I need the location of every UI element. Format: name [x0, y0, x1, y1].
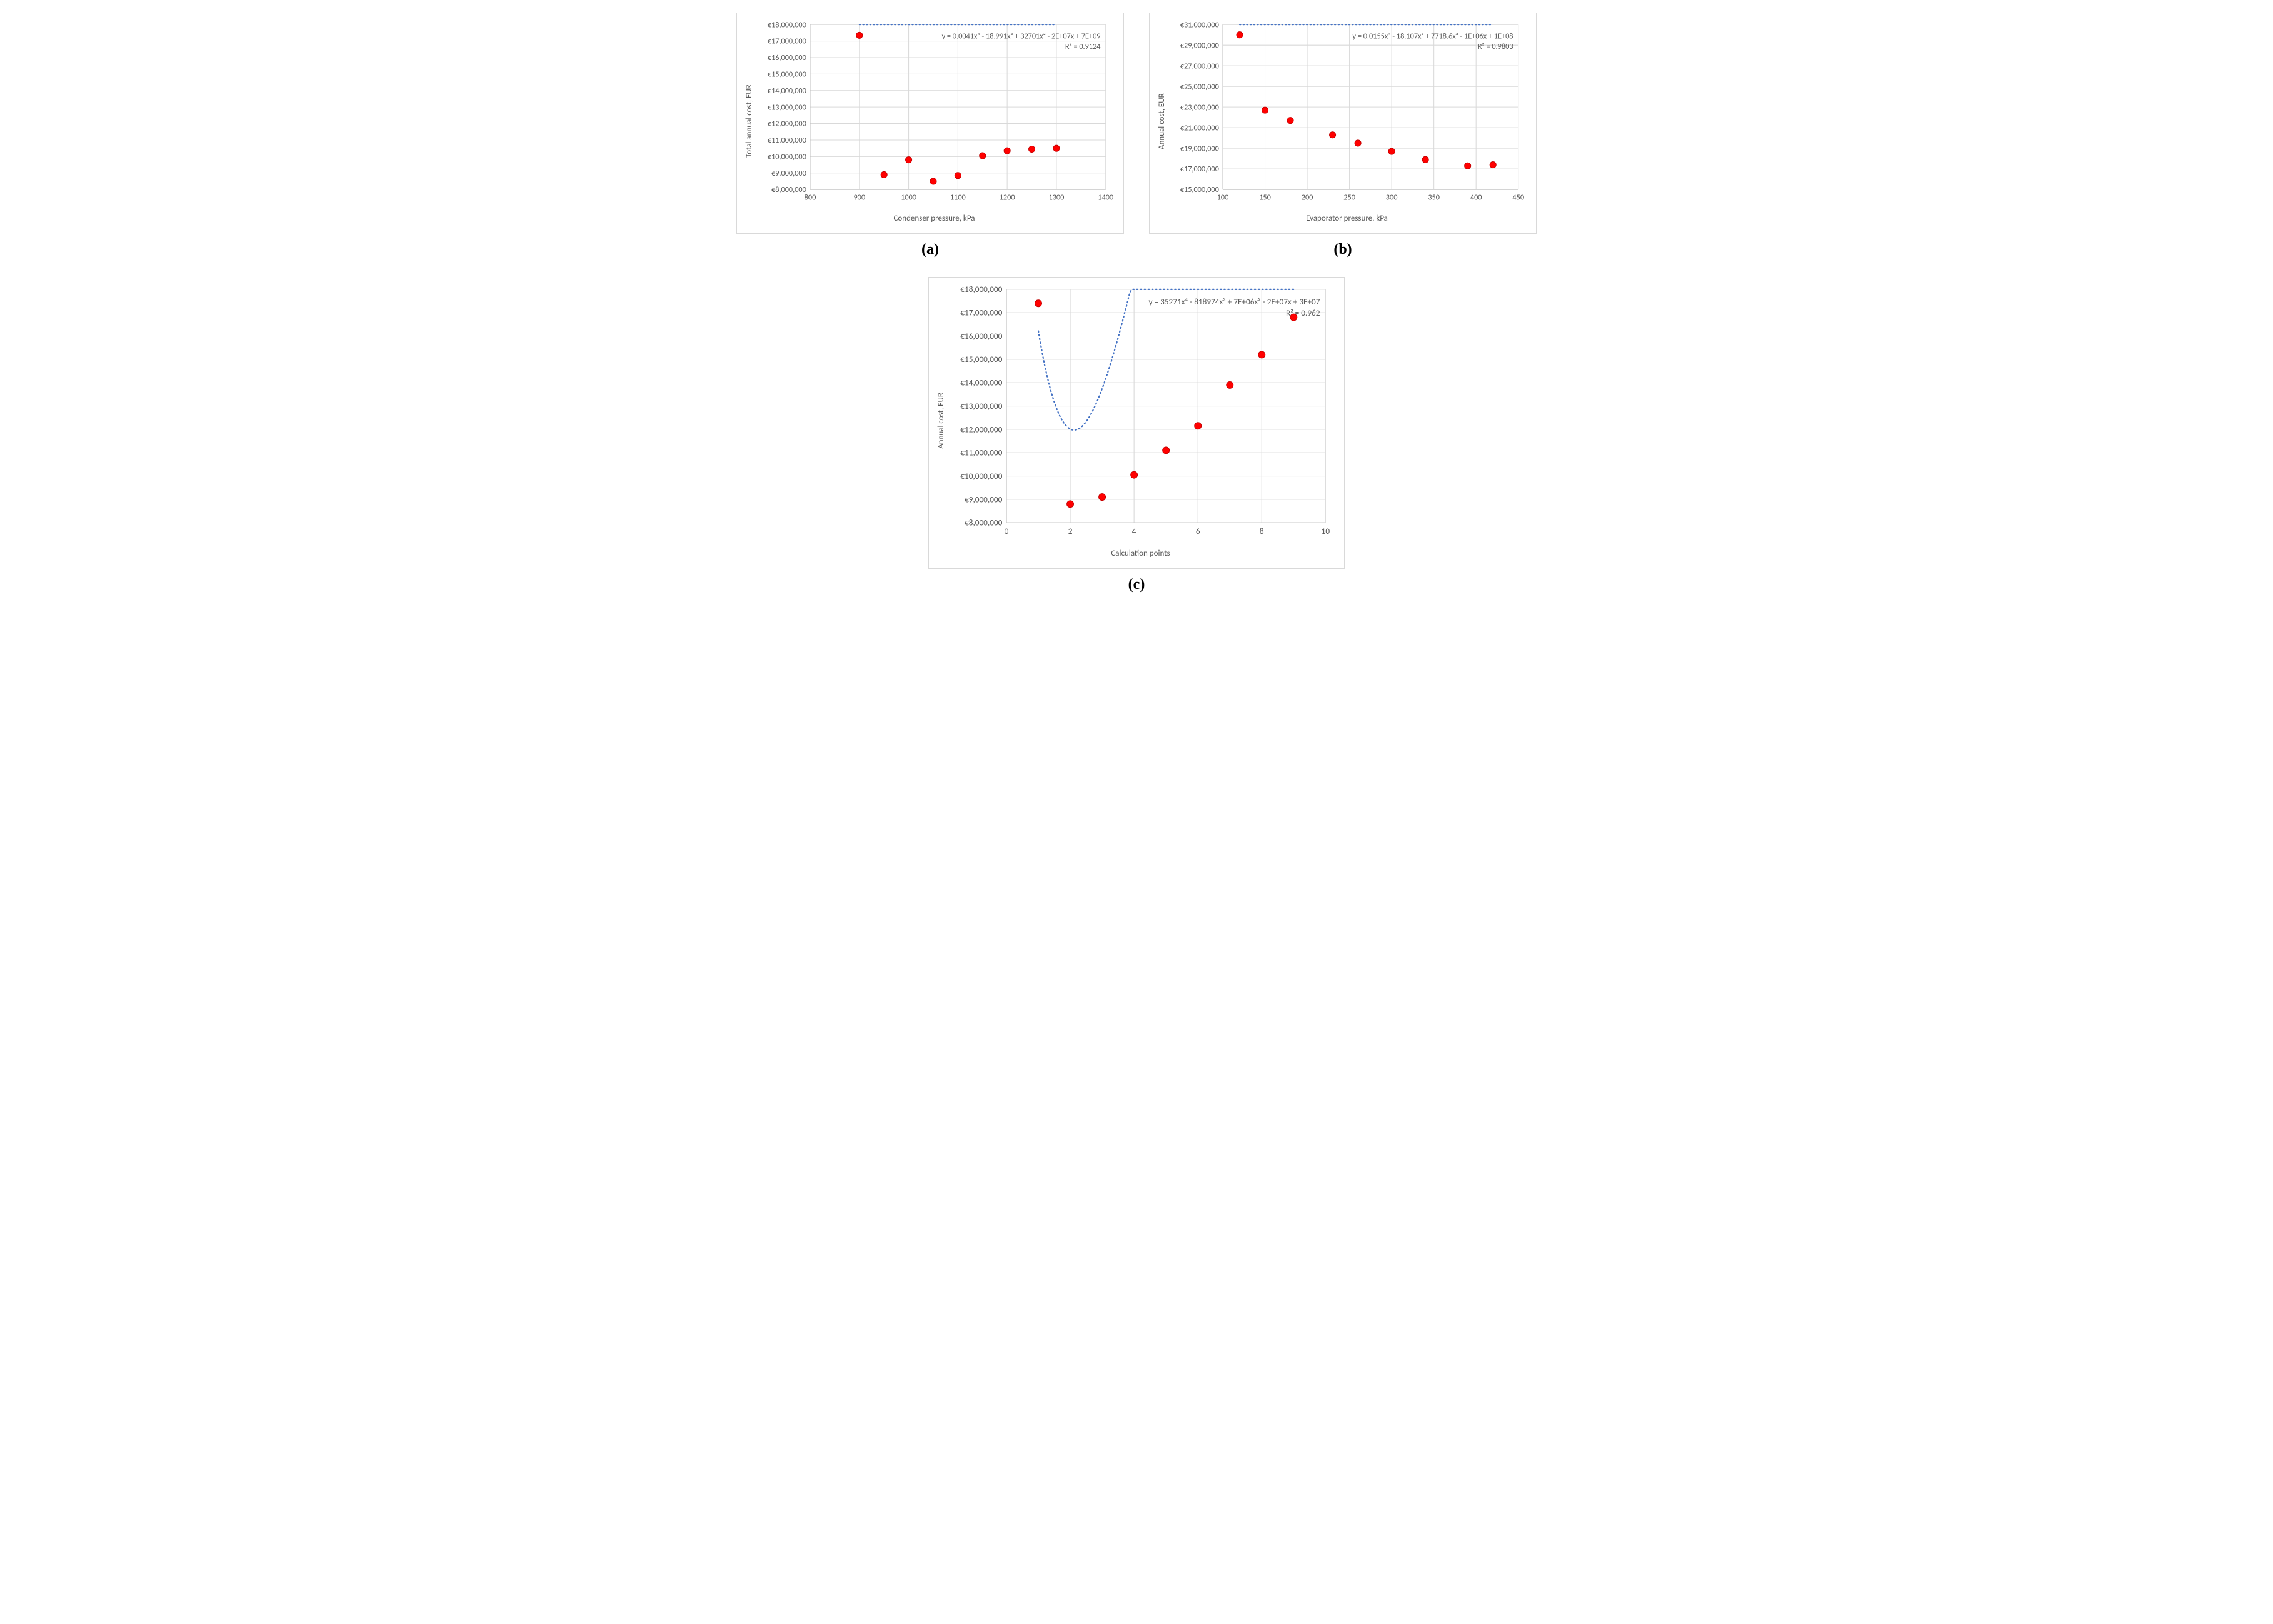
svg-text:y = 35271x⁴ - 818974x³ + 7E+06: y = 35271x⁴ - 818974x³ + 7E+06x² - 2E+07…	[1149, 296, 1320, 307]
panel-a: Total annual cost, EUR €8,000,000 €9,000,…	[736, 13, 1124, 258]
svg-text:€9,000,000: €9,000,000	[965, 494, 1003, 504]
svg-text:€18,000,000: €18,000,000	[961, 284, 1003, 294]
svg-text:€29,000,000: €29,000,000	[1180, 41, 1219, 50]
svg-text:150: 150	[1259, 193, 1271, 203]
svg-text:€9,000,000: €9,000,000	[771, 169, 806, 178]
svg-text:€19,000,000: €19,000,000	[1180, 144, 1219, 153]
subcaption-c: (c)	[928, 576, 1345, 593]
svg-text:€12,000,000: €12,000,000	[768, 119, 806, 129]
svg-text:€23,000,000: €23,000,000	[1180, 103, 1219, 112]
svg-text:10: 10	[1322, 526, 1330, 536]
svg-text:€16,000,000: €16,000,000	[961, 331, 1003, 341]
svg-text:€11,000,000: €11,000,000	[768, 136, 806, 145]
svg-text:900: 900	[853, 193, 865, 203]
svg-text:€18,000,000: €18,000,000	[768, 20, 806, 29]
chart-c-ylabel: Annual cost, EUR	[935, 284, 947, 558]
svg-text:200: 200	[1302, 193, 1313, 203]
svg-text:1000: 1000	[901, 193, 916, 203]
svg-text:1200: 1200	[1000, 193, 1015, 203]
chart-a-frame: Total annual cost, EUR €8,000,000 €9,000,…	[736, 13, 1124, 234]
svg-text:250: 250	[1343, 193, 1355, 203]
svg-text:350: 350	[1428, 193, 1440, 203]
subcaption-a: (a)	[736, 241, 1124, 258]
svg-text:€14,000,000: €14,000,000	[961, 378, 1003, 388]
svg-text:€25,000,000: €25,000,000	[1180, 82, 1219, 91]
svg-text:€17,000,000: €17,000,000	[1180, 164, 1219, 174]
svg-text:2: 2	[1068, 526, 1073, 536]
svg-text:6: 6	[1196, 526, 1200, 536]
chart-c-plot: €8,000,000 €9,000,000 €10,000,000 €11,000,0…	[947, 284, 1334, 546]
svg-text:€16,000,000: €16,000,000	[768, 53, 806, 63]
svg-text:300: 300	[1386, 193, 1398, 203]
svg-text:€12,000,000: €12,000,000	[961, 424, 1003, 434]
svg-text:€8,000,000: €8,000,000	[965, 518, 1003, 528]
chart-a-plot: €8,000,000 €9,000,000 €10,000,000 €11,000,0…	[755, 19, 1113, 211]
svg-text:4: 4	[1132, 526, 1136, 536]
svg-text:€27,000,000: €27,000,000	[1180, 61, 1219, 71]
svg-text:€10,000,000: €10,000,000	[768, 152, 806, 161]
svg-text:R² = 0.962: R² = 0.962	[1286, 308, 1320, 318]
chart-b-plot: €15,000,000 €17,000,000 €19,000,000 €21,000…	[1168, 19, 1526, 211]
svg-text:€15,000,000: €15,000,000	[1180, 185, 1219, 194]
subcaption-b: (b)	[1149, 241, 1537, 258]
chart-b-ylabel: Annual cost, EUR	[1156, 19, 1168, 223]
svg-text:R² = 0.9803: R² = 0.9803	[1478, 42, 1513, 51]
chart-b-xlabel: Evaporator pressure, kPa	[1168, 214, 1526, 223]
svg-text:100: 100	[1217, 193, 1229, 203]
svg-text:€14,000,000: €14,000,000	[768, 86, 806, 96]
panel-c: Annual cost, EUR €8,000,000 €9,000,000 €10…	[928, 277, 1345, 593]
chart-c-frame: Annual cost, EUR €8,000,000 €9,000,000 €10…	[928, 277, 1345, 569]
svg-text:400: 400	[1470, 193, 1482, 203]
svg-text:y = 0.0155x⁴ - 18.107x³ + 7718: y = 0.0155x⁴ - 18.107x³ + 7718.6x² - 1E+…	[1353, 32, 1513, 41]
chart-c-xlabel: Calculation points	[947, 549, 1334, 558]
svg-text:y = 0.0041x⁴ - 18.991x³ + 3270: y = 0.0041x⁴ - 18.991x³ + 32701x² - 2E+0…	[942, 32, 1101, 41]
chart-b-frame: Annual cost, EUR €15,000,000€17,000,000€…	[1149, 13, 1537, 234]
svg-text:€15,000,000: €15,000,000	[961, 354, 1003, 364]
svg-text:€21,000,000: €21,000,000	[1180, 123, 1219, 133]
svg-text:1400: 1400	[1098, 193, 1113, 203]
svg-text:R² = 0.9124: R² = 0.9124	[1065, 42, 1101, 51]
svg-text:€17,000,000: €17,000,000	[961, 308, 1003, 318]
svg-text:0: 0	[1005, 526, 1009, 536]
svg-text:€15,000,000: €15,000,000	[768, 69, 806, 79]
svg-text:€31,000,000: €31,000,000	[1180, 20, 1219, 29]
svg-text:€17,000,000: €17,000,000	[768, 37, 806, 46]
svg-text:450: 450	[1512, 193, 1524, 203]
svg-text:8: 8	[1260, 526, 1264, 536]
svg-text:€10,000,000: €10,000,000	[961, 471, 1003, 481]
svg-text:€11,000,000: €11,000,000	[961, 448, 1003, 458]
svg-text:800: 800	[805, 193, 816, 203]
svg-text:€13,000,000: €13,000,000	[961, 401, 1003, 411]
svg-text:€8,000,000: €8,000,000	[771, 185, 806, 194]
chart-a-xlabel: Condenser pressure, kPa	[755, 214, 1113, 223]
panel-b: Annual cost, EUR €15,000,000€17,000,000€…	[1149, 13, 1537, 258]
chart-a-ylabel: Total annual cost, EUR	[743, 19, 755, 223]
figure-grid: Total annual cost, EUR €8,000,000 €9,000,…	[736, 13, 1537, 593]
svg-text:1300: 1300	[1048, 193, 1064, 203]
svg-text:€13,000,000: €13,000,000	[768, 103, 806, 112]
svg-text:1100: 1100	[950, 193, 966, 203]
